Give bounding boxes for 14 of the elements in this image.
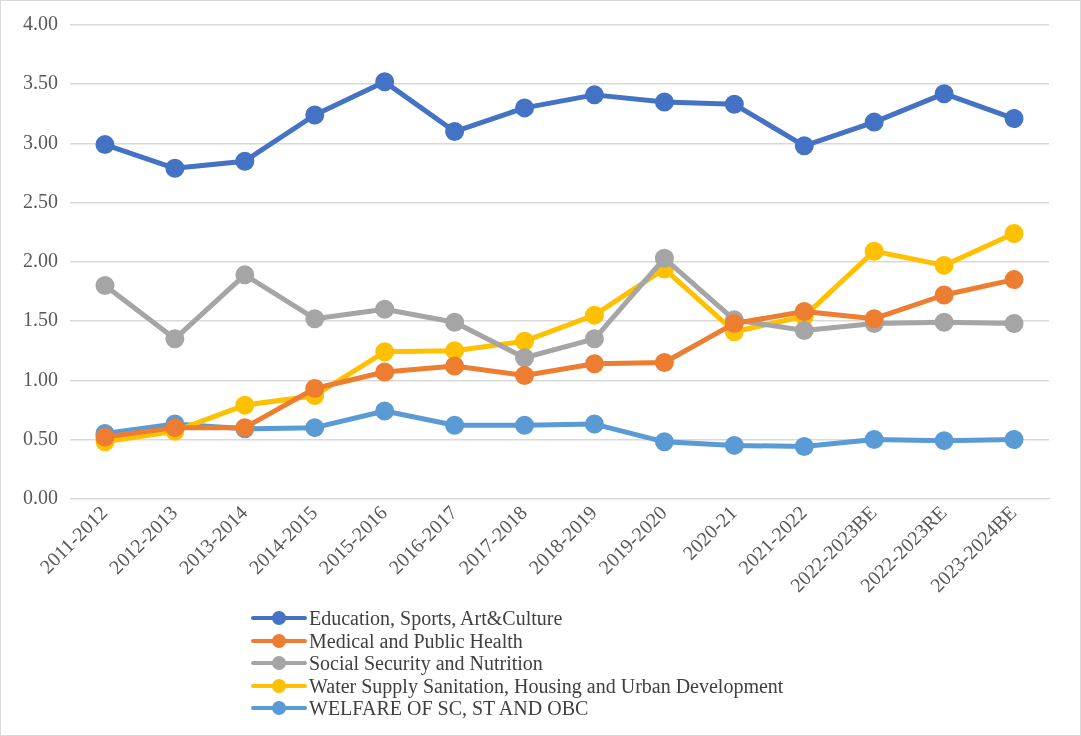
y-tick-label: 0.50 — [23, 426, 58, 449]
legend-label: Social Security and Nutrition — [309, 652, 543, 675]
y-tick-label: 1.50 — [23, 308, 58, 331]
y-tick-label: 4.00 — [23, 12, 58, 35]
legend-label: Water Supply Sanitation, Housing and Urban Development — [309, 674, 784, 697]
y-tick-label: 3.50 — [23, 71, 58, 94]
y-tick-label: 1.00 — [23, 367, 58, 390]
y-tick-label: 3.00 — [23, 130, 58, 153]
y-tick-label: 2.50 — [23, 189, 58, 212]
y-tick-label: 0.00 — [23, 485, 58, 508]
y-tick-label: 2.00 — [23, 249, 58, 272]
legend-label: Medical and Public Health — [309, 629, 523, 652]
legend-label: WELFARE OF SC, ST AND OBC — [309, 697, 589, 720]
legend-label: Education, Sports, Art&Culture — [309, 607, 563, 630]
